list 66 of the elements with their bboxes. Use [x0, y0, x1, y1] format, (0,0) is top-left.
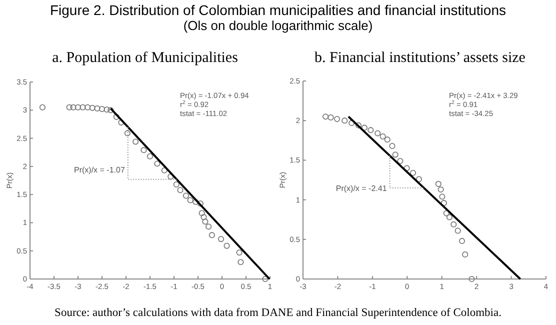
point: [124, 130, 130, 136]
point: [98, 106, 106, 112]
point: [187, 197, 194, 204]
point: [439, 194, 446, 200]
point: [108, 107, 114, 114]
point: [380, 133, 386, 140]
point: [89, 104, 96, 111]
point: [410, 170, 416, 176]
point: [443, 210, 450, 216]
point: [200, 214, 207, 220]
point: [334, 116, 340, 122]
point: [197, 200, 204, 207]
point: [154, 160, 160, 167]
point: [342, 118, 348, 124]
point: [173, 181, 180, 188]
point: [182, 192, 190, 199]
annotation: Pr(x)/x = -2.41: [336, 184, 388, 193]
point: [39, 104, 46, 110]
point: [66, 104, 72, 110]
annotation: Pr(x)/x = -1.07: [74, 165, 126, 174]
point: [355, 122, 362, 128]
point: [208, 232, 215, 238]
point: [206, 224, 212, 230]
point: [458, 238, 466, 244]
point: [70, 104, 76, 110]
chart-title: b. Financial institutions’ assets size: [314, 50, 526, 66]
point: [262, 276, 268, 282]
point: [84, 104, 91, 110]
point: [202, 218, 208, 225]
text: (Ols on double logarithmic scale): [183, 18, 373, 33]
point: [236, 249, 242, 256]
point: [80, 104, 86, 110]
point: [397, 158, 404, 164]
point: [104, 106, 110, 113]
point: [468, 276, 475, 282]
caption: Figure 2. Distribution of Colombian municipalities and financial institutions: [50, 2, 506, 18]
point: [328, 114, 334, 120]
point: [368, 127, 374, 134]
source-note: Source: author’s calculations with data from DANE and Financial Superintendence of Colombia.: [54, 307, 502, 319]
point: [94, 105, 100, 112]
point: [435, 180, 442, 188]
point: [74, 104, 82, 110]
point: [224, 242, 230, 249]
point: [140, 147, 147, 154]
point: [450, 221, 457, 228]
point: [361, 124, 368, 131]
point: [384, 136, 390, 143]
point: [177, 187, 184, 194]
point: [198, 210, 205, 216]
point: [446, 214, 453, 220]
chart-title: a. Population of Municipalities: [52, 50, 238, 66]
point: [161, 167, 168, 174]
point: [192, 198, 199, 205]
point: [132, 138, 139, 145]
point: [392, 152, 398, 158]
point: [462, 251, 468, 258]
point: [416, 176, 422, 182]
point: [146, 153, 154, 160]
point: [322, 114, 329, 120]
point: [374, 130, 381, 136]
point: [440, 200, 447, 206]
point: [389, 142, 396, 149]
point: [218, 236, 224, 242]
point: [238, 259, 244, 266]
point: [454, 228, 461, 234]
point: [438, 186, 444, 193]
